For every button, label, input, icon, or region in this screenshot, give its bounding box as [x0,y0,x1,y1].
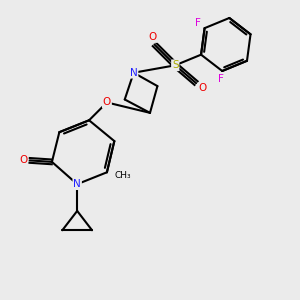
Text: CH₃: CH₃ [115,171,132,180]
Text: F: F [195,18,201,28]
Text: O: O [199,83,207,94]
Text: N: N [130,68,137,78]
Text: N: N [73,179,81,189]
Text: O: O [19,155,27,165]
Text: F: F [218,74,224,84]
Text: S: S [172,60,178,70]
Text: O: O [149,32,157,42]
Text: O: O [103,98,111,107]
